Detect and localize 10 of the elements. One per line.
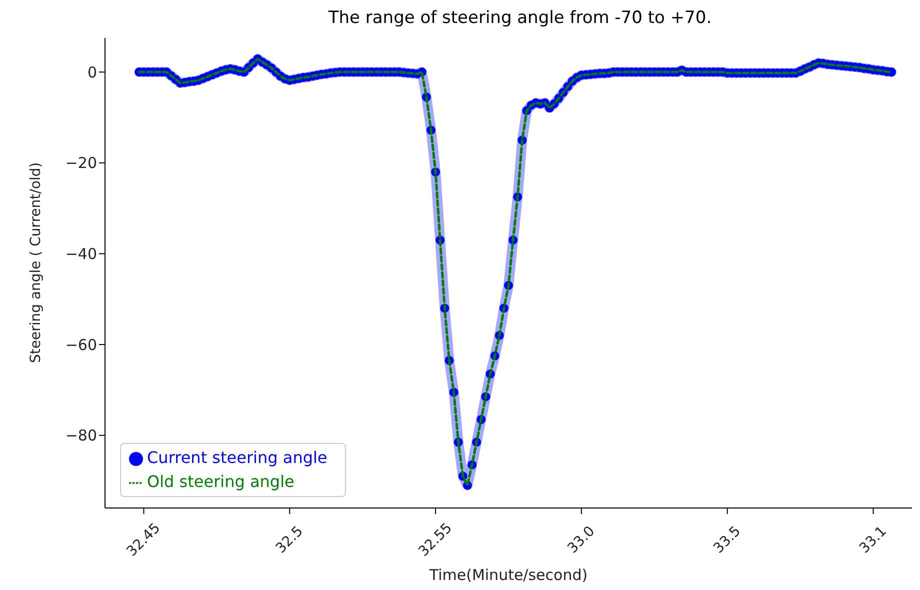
y-tick-label: −40 xyxy=(65,245,97,264)
y-tick-label: 0 xyxy=(87,63,97,82)
y-tick-label: −80 xyxy=(65,426,97,445)
x-axis-title: Time(Minute/second) xyxy=(428,566,588,584)
y-tick-label: −60 xyxy=(65,336,97,354)
chart-title: The range of steering angle from -70 to +70. xyxy=(327,8,713,30)
legend-label: Current steering angle xyxy=(147,448,328,467)
y-tick-label: −20 xyxy=(65,154,97,172)
legend-label: Old steering angle xyxy=(147,472,294,491)
y-axis-title: Steering angle ( Current/old) xyxy=(28,162,44,363)
